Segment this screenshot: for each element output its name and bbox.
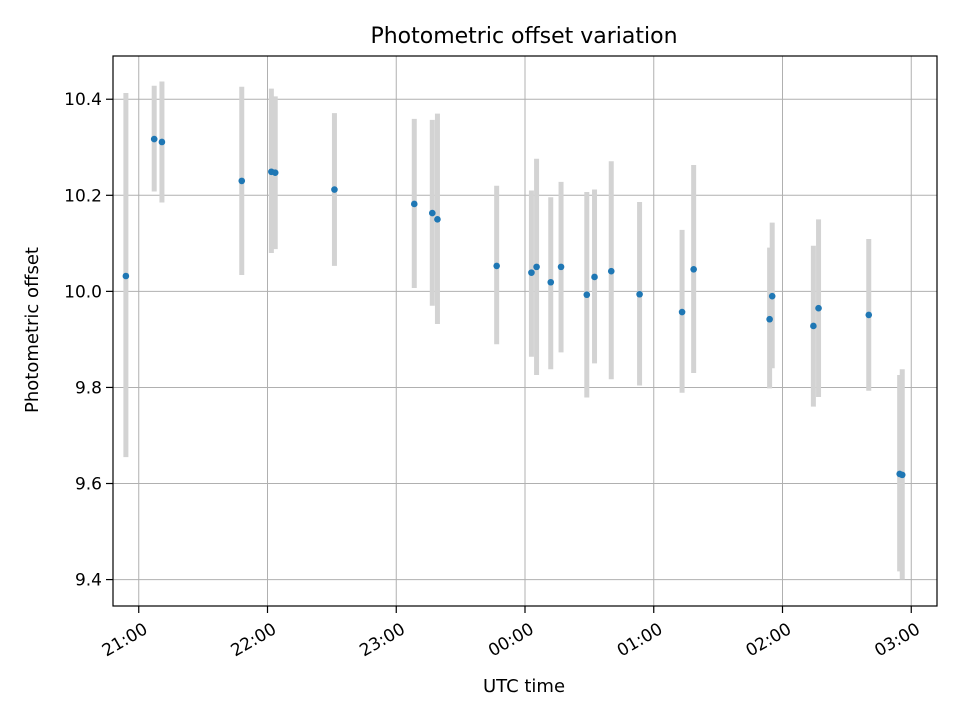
y-tick-label: 9.4 bbox=[75, 571, 102, 591]
data-point bbox=[528, 269, 535, 276]
y-axis-ticks: 9.4 9.6 9.8 10.0 10.2 10.4 bbox=[64, 90, 113, 591]
data-points bbox=[122, 135, 906, 479]
data-point bbox=[636, 290, 643, 298]
data-point bbox=[768, 292, 776, 300]
data-point bbox=[591, 273, 598, 281]
data-point bbox=[815, 304, 822, 312]
data-point bbox=[557, 263, 565, 271]
data-point bbox=[150, 135, 158, 143]
data-point bbox=[271, 169, 279, 177]
data-point bbox=[122, 272, 130, 280]
x-axis-label: UTC time bbox=[483, 676, 565, 697]
data-point bbox=[533, 263, 540, 271]
data-point bbox=[429, 209, 436, 217]
data-point bbox=[331, 186, 338, 193]
y-tick-label: 9.6 bbox=[75, 475, 102, 495]
x-axis-ticks: 21:00 22:00 23:00 00:00 01:00 02:00 03:00 bbox=[99, 606, 924, 661]
x-tick-label: 23:00 bbox=[356, 619, 408, 661]
data-point bbox=[766, 315, 773, 323]
data-point bbox=[547, 278, 555, 286]
y-tick-label: 10.0 bbox=[64, 282, 102, 302]
y-axis-label: Photometric offset bbox=[22, 247, 43, 413]
x-tick-label: 22:00 bbox=[228, 619, 280, 661]
x-tick-label: 03:00 bbox=[871, 619, 923, 661]
data-point bbox=[238, 177, 246, 185]
x-tick-label: 21:00 bbox=[99, 619, 151, 661]
data-point bbox=[410, 200, 418, 208]
data-point bbox=[865, 311, 873, 319]
x-tick-label: 01:00 bbox=[614, 619, 666, 661]
data-point bbox=[158, 138, 166, 146]
x-tick-label: 00:00 bbox=[485, 619, 537, 661]
chart-title: Photometric offset variation bbox=[370, 24, 677, 49]
x-tick-label: 02:00 bbox=[743, 619, 795, 661]
data-point bbox=[607, 267, 615, 275]
error-bars bbox=[123, 81, 905, 580]
data-point bbox=[898, 471, 906, 479]
data-point bbox=[678, 308, 686, 316]
data-point bbox=[690, 265, 697, 273]
data-point bbox=[810, 322, 817, 330]
y-tick-label: 10.4 bbox=[64, 90, 102, 110]
data-point bbox=[434, 216, 441, 223]
y-tick-label: 10.2 bbox=[64, 186, 102, 206]
y-tick-label: 9.8 bbox=[75, 378, 102, 398]
data-point bbox=[493, 262, 500, 270]
grid-lines bbox=[113, 56, 937, 606]
data-point bbox=[583, 291, 591, 299]
